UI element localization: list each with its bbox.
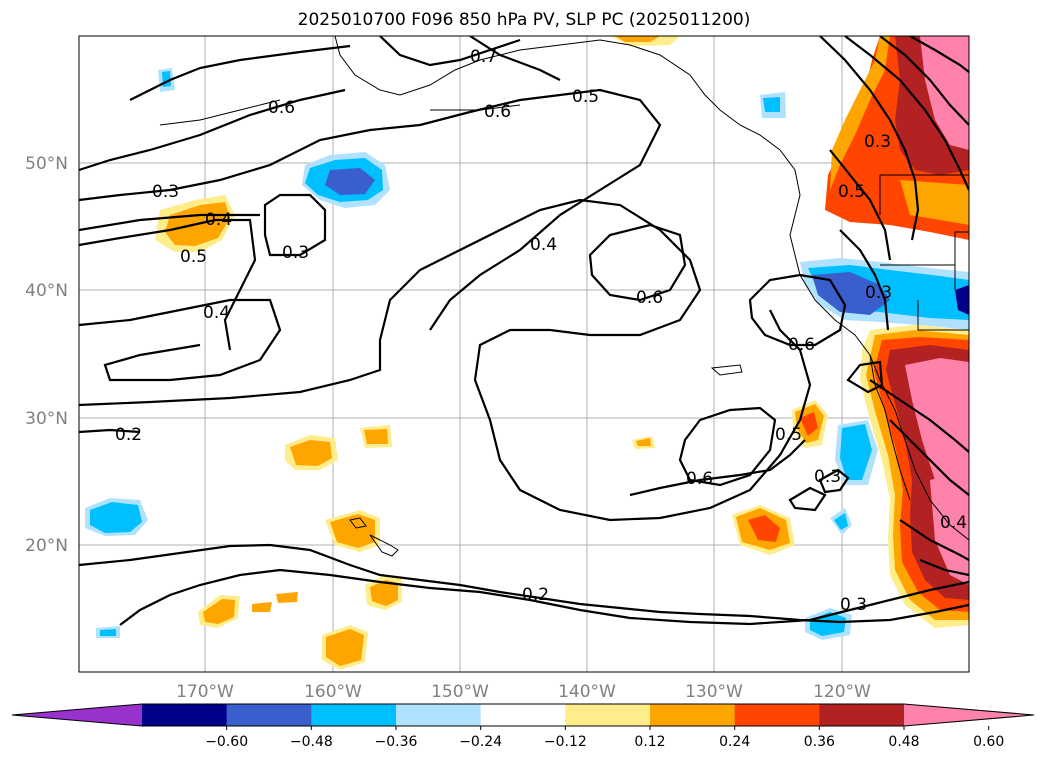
contour-label: 0.7 [470, 47, 497, 67]
lon-label: 130°W [685, 682, 743, 702]
lat-label: 50°N [25, 154, 68, 174]
colorbar-under-arrow [12, 704, 142, 726]
contour-label: 0.4 [203, 303, 230, 323]
colorbar-swatch [142, 704, 228, 726]
contour-label: 0.3 [840, 595, 867, 615]
colorbar-label: −0.36 [375, 734, 418, 750]
contour-label: 0.5 [180, 247, 207, 267]
colorbar-label: −0.60 [205, 734, 248, 750]
colorbar-swatch [819, 704, 905, 726]
slp-contours [79, 36, 969, 626]
colorbar-swatch [480, 704, 566, 726]
longitude-labels: 170°W 160°W 150°W 140°W 130°W 120°W [176, 682, 871, 702]
lon-label: 150°W [431, 682, 489, 702]
colorbar-label: −0.48 [290, 734, 333, 750]
contour-label: 0.2 [522, 585, 549, 605]
contour-label: 0.3 [814, 467, 841, 487]
contour-label: 0.3 [865, 283, 892, 303]
colorbar-label: 0.36 [804, 734, 835, 750]
chart-title: 2025010700 F096 850 hPa PV, SLP PC (2025… [297, 10, 751, 30]
lat-label: 30°N [25, 409, 68, 429]
contour-label: 0.4 [530, 235, 557, 255]
colorbar-swatch [396, 704, 482, 726]
contour-label: 0.5 [838, 182, 865, 202]
contour-label: 0.4 [205, 210, 232, 230]
colorbar-swatch [650, 704, 736, 726]
colorbar-swatch [565, 704, 651, 726]
contour-label: 0.2 [115, 425, 142, 445]
contour-label: 0.6 [268, 98, 295, 118]
colorbar-label: 0.12 [634, 734, 665, 750]
lon-label: 120°W [813, 682, 871, 702]
contour-label: 0.5 [572, 87, 599, 107]
contour-label: 0.6 [788, 335, 815, 355]
colorbar-swatch [734, 704, 820, 726]
lat-label: 40°N [25, 281, 68, 301]
contour-label: 0.4 [940, 513, 967, 533]
colorbar-label: 0.24 [719, 734, 750, 750]
latitude-labels: 50°N 40°N 30°N 20°N [25, 154, 68, 556]
colorbar-swatch [226, 704, 312, 726]
contour-label: 0.5 [775, 425, 802, 445]
map-area [79, 36, 969, 672]
colorbar-label: 0.48 [888, 734, 919, 750]
lon-label: 160°W [304, 682, 362, 702]
contour-label: 0.6 [636, 288, 663, 308]
colorbar-swatch [311, 704, 397, 726]
colorbar-outline [11, 703, 1035, 727]
colorbar: −0.60 −0.48 −0.36 −0.24 −0.12 0.12 0.24 0.36 0.4… [11, 703, 1035, 750]
contour-label: 0.3 [152, 182, 179, 202]
colorbar-label: 0.60 [973, 734, 1004, 750]
lat-label: 20°N [25, 536, 68, 556]
colorbar-label: −0.24 [459, 734, 502, 750]
contour-label: 0.3 [864, 132, 891, 152]
colorbar-label: −0.12 [544, 734, 587, 750]
map-frame [78, 35, 970, 673]
lon-label: 170°W [176, 682, 234, 702]
lon-label: 140°W [558, 682, 616, 702]
contour-label: 0.6 [686, 469, 713, 489]
coastlines [159, 36, 969, 557]
contour-label: 0.3 [282, 243, 309, 263]
contour-label: 0.6 [484, 102, 511, 122]
colorbar-over-arrow [904, 704, 1034, 726]
contour-labels: 0.7 0.6 0.5 0.6 0.3 0.4 0.5 0.3 0.4 0.4 … [115, 47, 967, 615]
